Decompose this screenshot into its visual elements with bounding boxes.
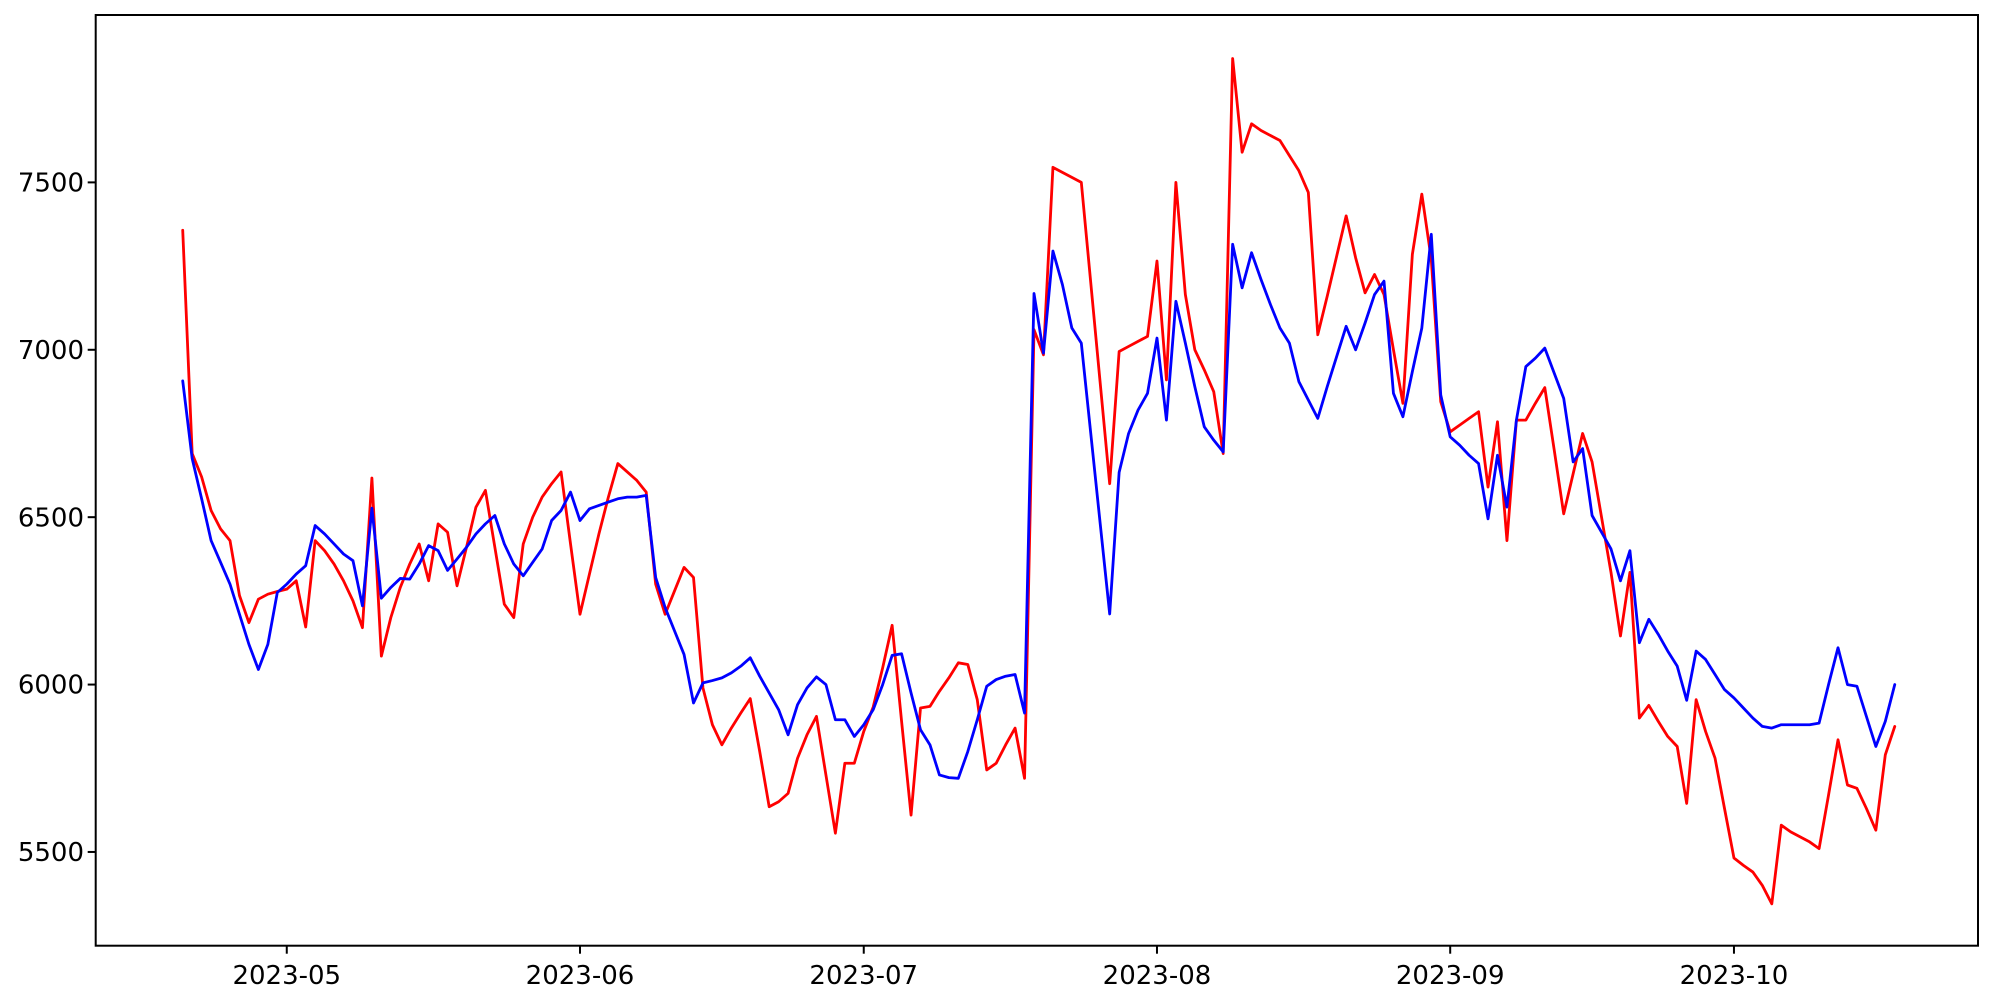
y-tick-label: 5500 — [18, 838, 84, 868]
blue-series-line — [181, 232, 1897, 780]
x-tick-label: 2023-06 — [526, 961, 635, 991]
y-tick-label: 6000 — [18, 671, 84, 701]
x-tick-label: 2023-09 — [1396, 961, 1505, 991]
x-tick-label: 2023-07 — [809, 961, 918, 991]
red-series-line — [181, 57, 1897, 906]
plot-frame — [94, 14, 1980, 947]
x-tick-label: 2023-05 — [232, 961, 341, 991]
y-tick-label: 6500 — [18, 503, 84, 533]
x-tick-label: 2023-10 — [1680, 961, 1789, 991]
y-tick-label: 7500 — [18, 168, 84, 198]
x-tick-label: 2023-08 — [1103, 961, 1212, 991]
y-tick-label: 7000 — [18, 336, 84, 366]
